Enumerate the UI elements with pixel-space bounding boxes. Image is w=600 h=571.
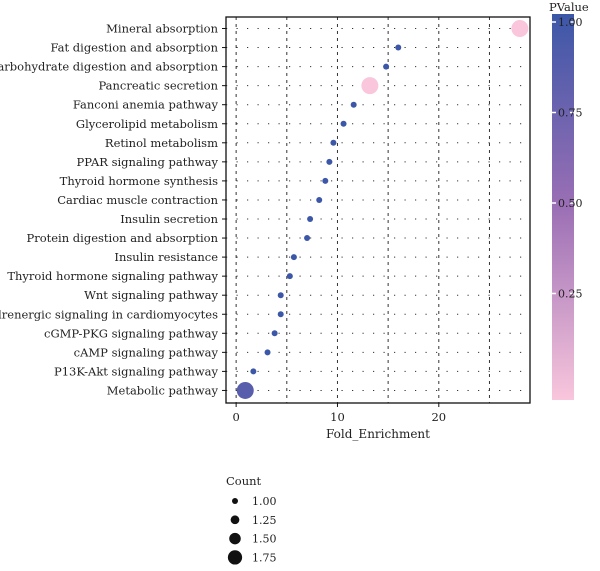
- pvalue-colorbar: PValue 0.25 0.50 0.75 1.00: [549, 0, 589, 400]
- data-point: Fat digestion and absorption: [395, 44, 402, 51]
- size-legend-key: [227, 550, 243, 565]
- category-label: Thyroid hormone signaling pathway: [7, 269, 218, 283]
- category-label: P13K-Akt signaling pathway: [54, 364, 218, 378]
- data-point: Insulin resistance: [290, 254, 297, 261]
- category-label: Retinol metabolism: [105, 136, 218, 150]
- colorbar-tick-label: 0.75: [558, 107, 583, 120]
- category-label: Insulin resistance: [114, 250, 218, 264]
- data-point: cAMP signaling pathway: [264, 349, 271, 356]
- grid-lines: [226, 17, 530, 403]
- data-point: Wnt signaling pathway: [277, 292, 284, 299]
- colorbar-tick-label: 0.25: [558, 288, 583, 301]
- size-legend-title: Count: [226, 474, 262, 488]
- data-points: Mineral absorption Fat digestion and abso…: [236, 20, 529, 399]
- colorbar-tick-label: 0.50: [558, 197, 583, 210]
- size-legend-label: 1.75: [252, 551, 277, 564]
- size-legend-key: [229, 532, 241, 545]
- category-label: Fat digestion and absorption: [50, 41, 218, 55]
- colorbar: [552, 14, 574, 400]
- category-label: Insulin secretion: [120, 212, 218, 226]
- data-point: Fanconi anemia pathway: [350, 101, 357, 108]
- category-label: Pancreatic secretion: [98, 79, 218, 93]
- data-point: Insulin secretion: [307, 216, 314, 222]
- data-point: Carbohydrate digestion and absorption: [383, 63, 390, 70]
- size-legend-label: 1.00: [252, 495, 277, 508]
- category-label: cGMP-PKG signaling pathway: [44, 326, 218, 340]
- data-point: Cardiac muscle contraction: [316, 196, 323, 203]
- data-point: Mineral absorption: [511, 20, 529, 37]
- category-label: Fanconi anemia pathway: [73, 98, 219, 112]
- colorbar-title: PValue: [549, 0, 589, 14]
- x-axis-title: Fold_Enrichment: [326, 427, 430, 441]
- category-label: Mineral absorption: [106, 22, 218, 36]
- size-legend-key: [232, 498, 238, 504]
- size-legend-label: 1.25: [252, 514, 277, 527]
- data-point: Metabolic pathway: [236, 381, 254, 399]
- data-point: PPAR signaling pathway: [326, 158, 333, 165]
- category-label: PPAR signaling pathway: [77, 155, 219, 169]
- data-point: Thyroid hormone synthesis: [322, 177, 329, 184]
- data-point: cGMP-PKG signaling pathway: [271, 330, 278, 337]
- x-tick-label: 0: [232, 410, 239, 424]
- data-point: Pancreatic secretion: [361, 77, 379, 95]
- category-label: Adrenergic signaling in cardiomyocytes: [0, 307, 218, 321]
- category-label: Thyroid hormone synthesis: [60, 174, 218, 188]
- plot-frame: [225, 16, 531, 404]
- category-label: Glycerolipid metabolism: [76, 117, 218, 131]
- data-point: Glycerolipid metabolism: [340, 120, 347, 127]
- x-tick-label: 10: [330, 410, 345, 424]
- data-point: Retinol metabolism: [330, 139, 337, 146]
- category-label: Carbohydrate digestion and absorption: [0, 60, 219, 74]
- x-axis: 0 10 20: [232, 403, 446, 424]
- data-point: Protein digestion and absorption: [304, 235, 311, 242]
- x-tick-label: 20: [431, 410, 446, 424]
- data-point: Adrenergic signaling in cardiomyocytes: [277, 311, 284, 318]
- data-point: P13K-Akt signaling pathway: [250, 368, 257, 375]
- data-point: Thyroid hormone signaling pathway: [286, 273, 293, 280]
- category-label: Protein digestion and absorption: [26, 231, 218, 245]
- size-legend-key: [230, 515, 240, 525]
- category-label: Wnt signaling pathway: [84, 288, 218, 302]
- category-labels: Mineral absorption Fat digestion and abso…: [0, 22, 226, 397]
- category-label: Cardiac muscle contraction: [57, 193, 218, 207]
- category-label: cAMP signaling pathway: [74, 345, 219, 359]
- size-legend-label: 1.50: [252, 533, 277, 546]
- category-label: Metabolic pathway: [107, 383, 219, 397]
- plot-border: [225, 16, 531, 404]
- colorbar-tick-label: 1.00: [558, 16, 583, 29]
